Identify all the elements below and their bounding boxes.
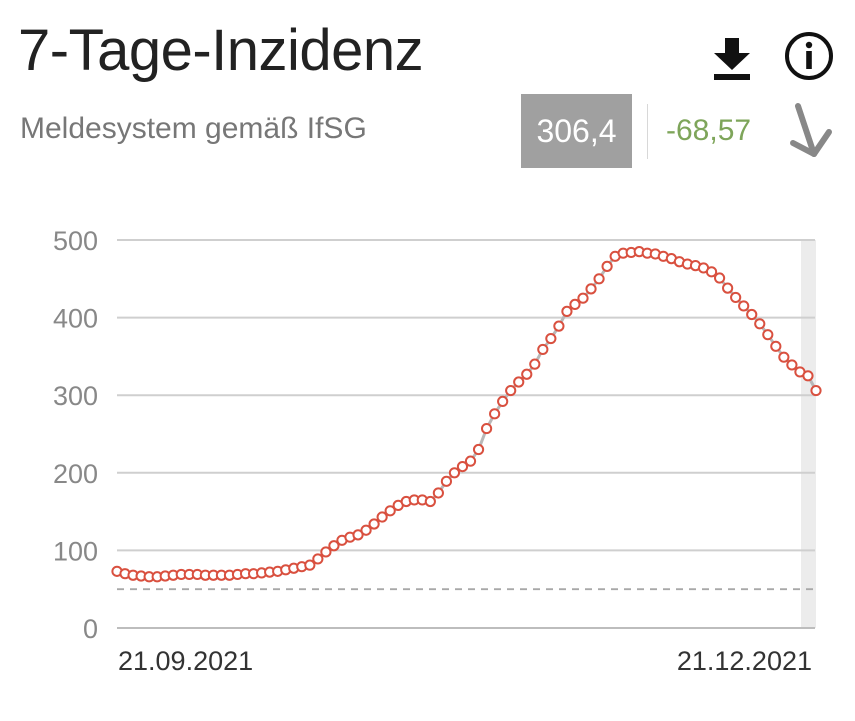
- y-tick-label: 400: [53, 304, 98, 334]
- data-point: [456, 460, 469, 473]
- page-title: 7-Tage-Inzidenz: [18, 18, 424, 83]
- data-point: [754, 318, 766, 330]
- data-point: [537, 343, 549, 356]
- data-point: [521, 368, 533, 380]
- data-point: [529, 358, 541, 370]
- data-point: [384, 505, 396, 517]
- data-point: [489, 408, 501, 420]
- data-point: [545, 332, 557, 345]
- data-point: [304, 559, 316, 571]
- data-point: [802, 370, 814, 382]
- data-point: [328, 540, 340, 552]
- data-point: [722, 282, 734, 294]
- data-point: [480, 422, 493, 435]
- arrow-down-right-icon: [786, 100, 836, 160]
- data-point: [762, 329, 774, 341]
- data-point: [738, 300, 750, 312]
- data-point: [810, 384, 822, 397]
- data-point: [368, 518, 380, 530]
- data-point: [472, 443, 485, 456]
- data-point: [601, 260, 613, 272]
- data-point: [786, 359, 798, 371]
- data-point: [312, 553, 324, 565]
- data-point: [464, 455, 477, 467]
- data-point: [713, 272, 726, 284]
- data-point: [577, 292, 589, 304]
- data-point: [320, 546, 332, 558]
- page-subtitle: Meldesystem gemäß IfSG: [20, 112, 367, 145]
- x-tick-label: 21.12.2021: [677, 646, 812, 676]
- current-value-badge: 306,4: [521, 94, 632, 168]
- data-point: [432, 487, 444, 499]
- data-point: [553, 320, 565, 332]
- data-point: [352, 529, 364, 541]
- series-line: [116, 250, 818, 579]
- divider: [647, 104, 648, 159]
- data-point: [440, 475, 453, 487]
- y-tick-label: 0: [83, 614, 98, 644]
- data-point: [746, 308, 758, 321]
- data-point: [730, 291, 742, 304]
- x-tick-label: 21.09.2021: [118, 646, 253, 676]
- data-point: [569, 298, 581, 311]
- data-point: [561, 305, 573, 317]
- download-icon[interactable]: [708, 34, 756, 82]
- data-point: [778, 351, 790, 363]
- info-icon[interactable]: [783, 30, 835, 82]
- data-point: [497, 395, 509, 408]
- data-point: [770, 340, 782, 352]
- change-value: -68,57: [666, 114, 752, 147]
- y-tick-label: 100: [53, 536, 98, 566]
- data-point: [585, 283, 597, 295]
- y-tick-label: 300: [53, 381, 98, 411]
- data-point: [360, 524, 372, 536]
- data-point: [376, 511, 388, 523]
- data-point: [705, 266, 718, 278]
- data-point: [505, 384, 517, 397]
- data-point: [513, 376, 525, 388]
- y-tick-label: 500: [53, 226, 98, 256]
- last-point-highlight: [801, 240, 816, 628]
- data-point: [424, 495, 436, 508]
- data-point: [593, 273, 605, 285]
- y-tick-label: 200: [53, 459, 98, 489]
- data-point: [448, 467, 461, 479]
